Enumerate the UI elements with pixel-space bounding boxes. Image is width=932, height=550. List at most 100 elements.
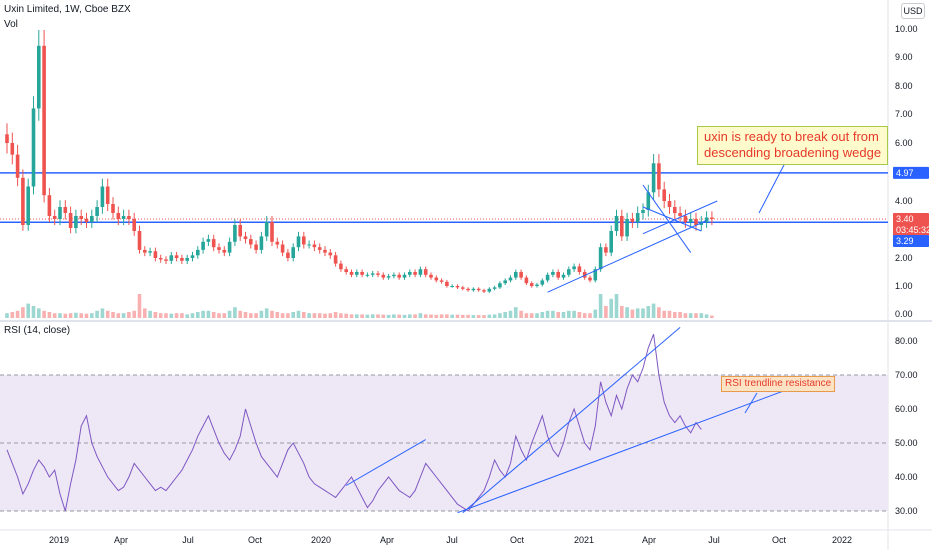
volume-bar: [127, 312, 131, 318]
volume-bar: [492, 314, 497, 318]
rsi-axis-label: 50.00: [895, 438, 918, 448]
candle-body: [614, 216, 619, 231]
volume-bar: [662, 310, 666, 318]
volume-bar: [185, 314, 189, 318]
currency-badge[interactable]: USD: [901, 3, 925, 19]
candle-body: [355, 272, 359, 275]
volume-bar: [169, 313, 174, 318]
volume-bar: [143, 308, 147, 318]
rsi-axis-label: 80.00: [895, 336, 918, 346]
candle-body: [42, 45, 46, 196]
candle-body: [461, 287, 465, 289]
volume-bar: [667, 310, 672, 318]
candle-body: [471, 288, 476, 291]
volume-bar: [164, 313, 168, 318]
candle-body: [328, 252, 333, 256]
candle-body: [535, 284, 539, 286]
volume-bar: [254, 313, 258, 318]
volume-bar: [31, 306, 36, 318]
annotation-main[interactable]: uxin is ready to break out from descendi…: [697, 126, 888, 165]
candle-body: [243, 236, 248, 240]
candle-body: [651, 163, 656, 193]
candle-body: [593, 269, 598, 281]
annotation-rsi[interactable]: RSI trendline resistance: [721, 376, 836, 392]
volume-bar: [418, 313, 423, 318]
candle-body: [307, 244, 311, 246]
candle-body: [100, 186, 105, 207]
volume-bar: [233, 307, 237, 318]
volume-bar: [158, 313, 163, 318]
candle-body: [402, 274, 407, 278]
volume-bar: [625, 307, 629, 318]
volume-bar: [683, 313, 688, 318]
candle-body: [678, 213, 682, 216]
price-axis-label: 6.00: [895, 138, 913, 148]
candle-body: [333, 255, 338, 264]
time-axis-label: Jul: [446, 535, 458, 545]
candle-body: [10, 143, 15, 155]
volume-bar: [312, 313, 317, 318]
candle-body: [127, 216, 131, 219]
volume-bar: [413, 314, 417, 318]
volume-bar: [408, 314, 412, 318]
candle-body: [5, 134, 9, 143]
volume-bar: [307, 313, 311, 318]
volume-bar: [476, 315, 481, 318]
volume-bar: [116, 313, 121, 318]
candle-body: [79, 216, 83, 219]
volume-bar: [227, 310, 232, 318]
volume-bar: [593, 309, 598, 318]
rsi-legend[interactable]: RSI (14, close): [4, 325, 71, 336]
volume-bar: [5, 313, 9, 318]
volume-bar: [376, 314, 380, 318]
volume-bar: [567, 310, 571, 318]
candle-body: [466, 288, 470, 291]
volume-bar: [471, 315, 476, 318]
candle-body: [121, 216, 126, 219]
volume-bar: [429, 314, 433, 318]
rsi-axis-label: 70.00: [895, 370, 918, 380]
candle-body: [450, 286, 454, 287]
volume-bar: [524, 313, 529, 318]
candle-body: [641, 210, 645, 213]
candle-body: [264, 222, 269, 237]
candle-body: [688, 219, 693, 222]
candle-body: [635, 213, 640, 222]
candle-body: [280, 244, 285, 253]
price-badge-label: 03:45:32: [896, 225, 931, 235]
rsi-trendline: [345, 439, 426, 486]
candle-body: [604, 247, 608, 253]
candle-body: [153, 251, 158, 258]
volume-bar: [598, 294, 603, 318]
volume-bar: [190, 313, 195, 318]
price-badge-label: 3.40: [896, 214, 914, 224]
candle-body: [344, 269, 348, 272]
candle-body: [588, 277, 592, 281]
volume-bar: [545, 310, 550, 318]
volume-bar: [296, 310, 301, 318]
candle-body: [312, 244, 317, 248]
symbol-title[interactable]: Uxin Limited, 1W, Cboe BZX: [4, 4, 131, 15]
candle-body: [445, 281, 449, 286]
candle-body: [68, 213, 73, 228]
volume-bar: [657, 307, 661, 318]
rsi-axis-label: 30.00: [895, 506, 918, 516]
volume-bar: [10, 312, 15, 318]
candle-body: [95, 207, 99, 216]
candle-body: [503, 280, 507, 284]
candle-body: [259, 236, 264, 250]
volume-bar: [79, 313, 83, 318]
candle-body: [360, 272, 364, 275]
volume-bar: [604, 306, 608, 318]
volume-bar: [280, 313, 285, 318]
time-axis-label: 2022: [832, 535, 852, 545]
candle-body: [137, 231, 142, 250]
candle-body: [31, 108, 36, 187]
candle-body: [370, 273, 375, 275]
candle-body: [381, 274, 386, 278]
volume-legend[interactable]: Vol: [4, 19, 18, 30]
candle-body: [185, 258, 189, 261]
rsi-trendline: [462, 327, 681, 514]
volume-bar: [519, 310, 523, 318]
volume-bar: [84, 313, 89, 318]
